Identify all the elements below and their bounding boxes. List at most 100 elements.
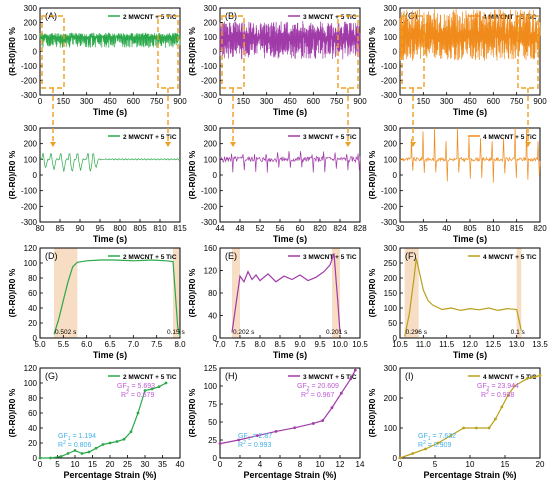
y-tick-label: 0 — [213, 454, 218, 463]
data-point — [321, 419, 325, 422]
gf1-label: GF1 = 2.87 — [238, 433, 272, 442]
x-axis-label: Time (s) — [453, 350, 487, 360]
y-tick-label: 200 — [24, 19, 38, 28]
y-tick-label: 125 — [204, 364, 218, 373]
x-tick-label: 35 — [158, 460, 167, 469]
data-point — [532, 375, 536, 379]
x-axis-label: Time (s) — [273, 234, 307, 244]
y-tick-label: 120 — [24, 244, 38, 253]
y-axis-label: (R-R0)/R0 % — [7, 150, 17, 199]
gf2-label: GF2 = 23.944 — [477, 383, 519, 392]
x-axis-label: Time (s) — [93, 234, 127, 244]
panel-label: (G) — [45, 371, 58, 381]
x-tick-label: 805 — [463, 224, 477, 233]
x-tick-label: 9.0 — [294, 340, 306, 349]
y-tick-label: 100 — [24, 259, 38, 268]
y-axis-label: (R-R0)/R0 % — [187, 150, 197, 199]
x-tick-label: 15 — [88, 460, 97, 469]
data-point — [101, 443, 105, 446]
x-tick-label: 750 — [330, 97, 344, 106]
x-tick-label: 8.0 — [174, 340, 186, 349]
series-line — [53, 259, 181, 337]
data-point — [494, 417, 497, 421]
y-tick-label: 100 — [24, 155, 38, 164]
data-point — [136, 411, 140, 415]
data-point — [49, 456, 52, 460]
x-tick-label: 300 — [440, 97, 454, 106]
x-tick-label: 11.5 — [439, 340, 455, 349]
axes-frame — [219, 367, 361, 459]
y-tick-label: 300 — [204, 4, 218, 13]
x-tick-label: 90 — [76, 224, 85, 233]
panel-5: -300 -200 -100 0 100 200 300 44 48 52 56 60 820 824 82… — [187, 124, 367, 244]
rise-time-label: 0.296 s — [406, 329, 428, 336]
y-tick-label: 0 — [393, 171, 398, 180]
data-point — [59, 455, 63, 458]
y-tick-label: -200 — [201, 202, 218, 211]
y-tick-label: 100 — [24, 379, 38, 388]
y-tick-label: -100 — [381, 62, 398, 71]
y-tick-label: 120 — [204, 267, 218, 276]
x-tick-label: 820 — [533, 224, 547, 233]
data-point — [500, 405, 504, 409]
data-point — [108, 441, 112, 445]
x-tick-label: 20 — [106, 460, 115, 469]
x-tick-label: 8 — [298, 460, 303, 469]
x-tick-label: 44 — [216, 224, 225, 233]
x-tick-label: 5.0 — [34, 340, 46, 349]
series-line — [399, 127, 541, 183]
data-point — [311, 422, 315, 425]
y-tick-label: 80 — [208, 289, 217, 298]
data-point — [330, 406, 334, 409]
data-point — [525, 377, 529, 380]
y-tick-label: 300 — [24, 124, 38, 133]
y-tick-label: -300 — [381, 91, 398, 100]
x-tick-label: 10.5 — [352, 340, 368, 349]
x-tick-label: 7.5 — [151, 340, 163, 349]
x-tick-label: 12.5 — [486, 340, 502, 349]
x-tick-label: 25 — [123, 460, 132, 469]
x-tick-label: 13.5 — [532, 340, 548, 349]
x-tick-label: 7.0 — [128, 340, 140, 349]
y-tick-label: 60 — [28, 409, 37, 418]
y-tick-label: 250 — [384, 259, 398, 268]
legend-label: 3 MWCNT + 5 TiC — [303, 374, 357, 381]
y-tick-label: 0 — [213, 48, 218, 57]
x-tick-label: 800 — [113, 224, 127, 233]
y-tick-label: 20 — [28, 439, 37, 448]
x-tick-label: 600 — [487, 97, 501, 106]
x-tick-label: 900 — [353, 97, 367, 106]
y-tick-label: -100 — [381, 187, 398, 196]
zoom-arrow-icon — [165, 142, 171, 147]
panel-label: (F) — [405, 251, 417, 261]
r2-1-label: R2 = 0.993 — [238, 440, 271, 449]
x-tick-label: 35 — [419, 224, 428, 233]
x-tick-label: 815 — [510, 224, 524, 233]
data-point — [94, 446, 98, 450]
panel-label: (D) — [45, 251, 58, 261]
series-line — [219, 151, 361, 173]
x-tick-label: 824 — [333, 224, 347, 233]
y-tick-label: 300 — [384, 364, 398, 373]
x-tick-label: 0 — [38, 460, 43, 469]
r2-2-label: R2 = 0.679 — [121, 390, 154, 399]
y-tick-label: 75 — [208, 400, 217, 409]
y-tick-label: 0 — [213, 334, 218, 343]
panel-7: 0 20 40 60 80 100 120 5.0 5.5 6.0 6.5 7.0 7.5 8.0 Time… — [7, 244, 186, 360]
y-tick-label: -100 — [201, 62, 218, 71]
panel-2: -300 -200 -100 0 100 200 300 0 150 300 450 600 750 90… — [187, 4, 367, 117]
y-tick-label: 0 — [33, 48, 38, 57]
panel-1: -300 -200 -100 0 100 200 300 0 150 300 450 600 750 90… — [7, 4, 187, 117]
data-point — [424, 447, 427, 451]
series-line — [231, 253, 341, 333]
axes-frame — [39, 7, 181, 96]
x-tick-label: 10 — [466, 460, 475, 469]
y-tick-label: -100 — [201, 187, 218, 196]
x-tick-label: 30 — [141, 460, 150, 469]
x-tick-label: 300 — [260, 97, 274, 106]
x-tick-label: 11.0 — [416, 340, 432, 349]
x-tick-label: 95 — [96, 224, 105, 233]
x-tick-label: 60 — [296, 224, 305, 233]
x-tick-label: 6.5 — [104, 340, 116, 349]
y-tick-label: 25 — [208, 436, 217, 445]
